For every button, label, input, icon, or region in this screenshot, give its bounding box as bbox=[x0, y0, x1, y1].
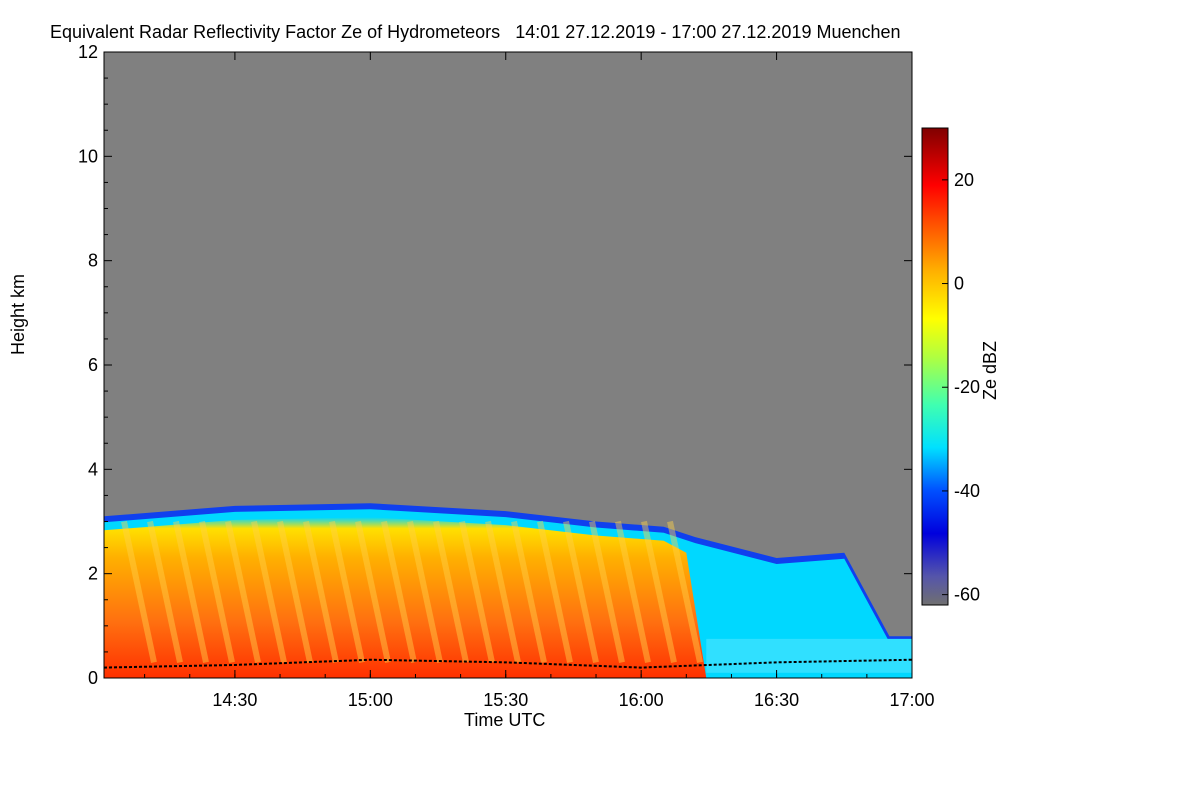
fall-streak bbox=[641, 520, 677, 663]
colorbar-tick-label: -60 bbox=[954, 585, 980, 605]
location-text: Muenchen bbox=[816, 22, 901, 42]
fall-streak bbox=[277, 520, 313, 663]
y-tick-label: 6 bbox=[88, 355, 98, 375]
colorbar-axis: 20 0 -20 -40 -60 bbox=[942, 170, 980, 605]
strong-echo-region bbox=[104, 517, 707, 678]
y-axis: 0 2 4 6 8 10 12 bbox=[78, 42, 912, 688]
x-tick-label: 15:00 bbox=[348, 690, 393, 710]
x-tick-label: 16:00 bbox=[619, 690, 664, 710]
colorbar-label: Ze dBZ bbox=[980, 340, 1000, 400]
colorbar bbox=[921, 127, 949, 606]
melting-layer-line bbox=[104, 658, 912, 669]
y-tick-label: 2 bbox=[88, 564, 98, 584]
fall-streak bbox=[537, 520, 573, 663]
fall-streak bbox=[615, 520, 651, 663]
colorbar-tick-label: -20 bbox=[954, 377, 980, 397]
fall-streak bbox=[173, 520, 209, 663]
y-tick-label: 4 bbox=[88, 459, 98, 479]
fall-streak bbox=[485, 520, 521, 663]
fall-streak bbox=[251, 520, 287, 663]
colorbar-tick-label: -40 bbox=[954, 481, 980, 501]
fall-streak bbox=[121, 520, 157, 663]
x-tick-label: 17:00 bbox=[889, 690, 934, 710]
time-range-text: 14:01 27.12.2019 - 17:00 27.12.2019 bbox=[515, 22, 812, 42]
x-tick-label: 14:30 bbox=[212, 690, 257, 710]
fall-streak bbox=[433, 520, 469, 663]
colorbar-tick-label: 0 bbox=[954, 274, 964, 294]
fall-streak bbox=[147, 520, 183, 663]
y-tick-label: 8 bbox=[88, 251, 98, 271]
chart-title: Equivalent Radar Reflectivity Factor Ze … bbox=[50, 22, 901, 43]
fall-streak bbox=[329, 520, 365, 663]
fall-streak bbox=[563, 520, 599, 663]
x-axis: 14:30 15:00 15:30 16:00 16:30 17:00 bbox=[144, 52, 935, 710]
y-tick-label: 12 bbox=[78, 42, 98, 62]
fall-streak bbox=[407, 520, 443, 663]
fall-streak bbox=[589, 520, 625, 663]
overlay-lines bbox=[104, 658, 912, 669]
colorbar-tick-label: 20 bbox=[954, 170, 974, 190]
fall-streak bbox=[381, 520, 417, 663]
boundary-layer-echo bbox=[706, 638, 912, 673]
fall-streak bbox=[199, 520, 235, 663]
title-text: Equivalent Radar Reflectivity Factor Ze … bbox=[50, 22, 501, 42]
x-tick-label: 16:30 bbox=[754, 690, 799, 710]
fall-streak bbox=[511, 520, 547, 663]
x-tick-label: 15:30 bbox=[483, 690, 528, 710]
reflectivity-field bbox=[104, 503, 912, 678]
fall-streak bbox=[225, 520, 261, 663]
y-tick-label: 0 bbox=[88, 668, 98, 688]
fall-streak bbox=[303, 520, 339, 663]
x-axis-label: Time UTC bbox=[464, 710, 546, 730]
fall-streak bbox=[355, 520, 391, 663]
y-axis-label: Height km bbox=[8, 273, 28, 355]
fall-streak bbox=[667, 520, 703, 663]
y-tick-label: 10 bbox=[78, 146, 98, 166]
fall-streak bbox=[459, 520, 495, 663]
